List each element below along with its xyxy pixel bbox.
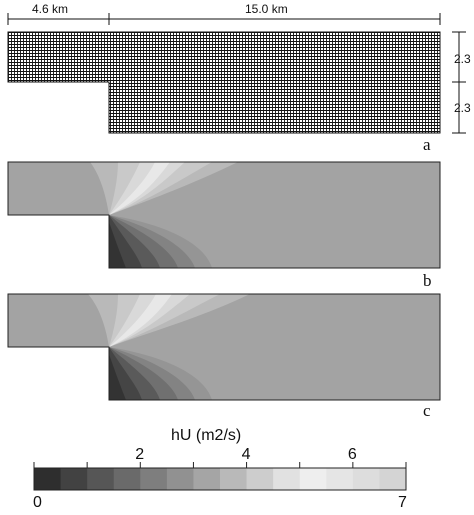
colorbar-step [140, 468, 168, 490]
colorbar-step [352, 468, 380, 490]
colorbar-step [273, 468, 301, 490]
c-band-dark-6 [109, 354, 126, 400]
c-domain-outline [7, 293, 441, 401]
colorbar-ticks: 2 4 6 [33, 446, 407, 468]
right-width-label: 15.0 km [245, 2, 288, 16]
colorbar-title: hU (m2/s) [171, 427, 241, 444]
height-top-label: 2.3 [454, 52, 471, 66]
colorbar-steps [34, 468, 407, 490]
dimension-annotations: 4.6 km 15.0 km 2.3 2.3 [7, 2, 471, 134]
panel-c-contour [7, 293, 441, 401]
colorbar-step [299, 468, 327, 490]
colorbar-step [87, 468, 115, 490]
colorbar-step [60, 468, 88, 490]
colorbar-step [326, 468, 354, 490]
b-band-light-4 [109, 162, 170, 215]
colorbar-frame [33, 467, 407, 491]
colorbar-step [193, 468, 221, 490]
panel-a-label: a [423, 135, 431, 154]
colorbar-step [379, 468, 407, 490]
colorbar-step [166, 468, 194, 490]
panel-b-contour [7, 161, 441, 269]
panel-b-label: b [423, 271, 432, 290]
colorbar-max-label: 7 [398, 494, 407, 511]
colorbar-tick-label: 4 [242, 446, 251, 463]
panel-a-mesh [7, 31, 441, 134]
mesh-domain [7, 31, 441, 134]
colorbar-step [220, 468, 248, 490]
c-band-light-4 [109, 294, 172, 347]
b-band-dark-6 [109, 222, 126, 268]
colorbar-tick-label: 2 [135, 446, 144, 463]
colorbar-step [113, 468, 141, 490]
colorbar-min-label: 0 [33, 494, 42, 511]
colorbar-step [34, 468, 62, 490]
colorbar-step [246, 468, 274, 490]
colorbar: hU (m2/s) 2 4 6 0 7 [33, 427, 407, 511]
left-width-label: 4.6 km [32, 2, 68, 16]
b-domain-outline [7, 161, 441, 269]
panel-c-label: c [423, 401, 431, 420]
height-bottom-label: 2.3 [454, 101, 471, 115]
colorbar-tick-label: 6 [348, 446, 357, 463]
